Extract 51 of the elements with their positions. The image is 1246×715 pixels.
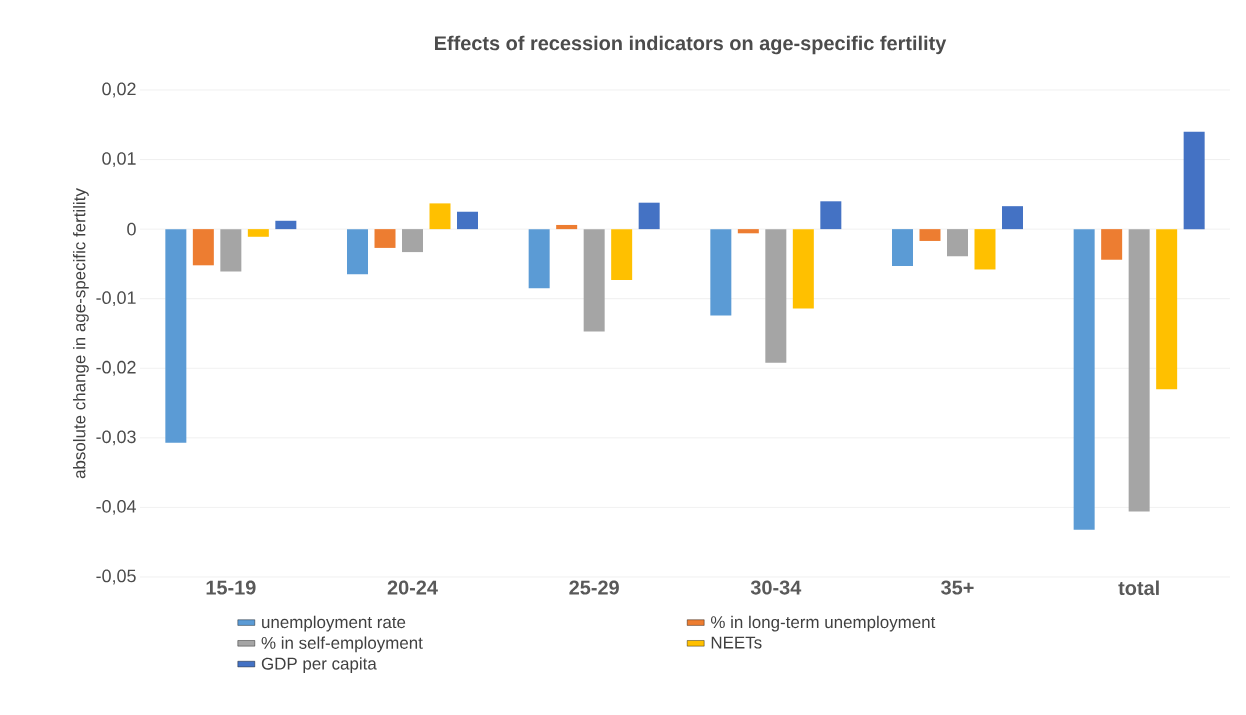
bar bbox=[737, 229, 759, 234]
bar bbox=[974, 229, 996, 270]
x-tick-label: 30-34 bbox=[750, 580, 802, 595]
bar bbox=[347, 229, 368, 275]
bar bbox=[792, 229, 814, 309]
bar bbox=[165, 229, 187, 443]
bar bbox=[556, 224, 578, 230]
bar bbox=[611, 229, 633, 280]
bar bbox=[1128, 229, 1150, 512]
y-tick-label: -0,05 bbox=[96, 569, 136, 585]
bar bbox=[528, 229, 550, 289]
bar bbox=[919, 229, 941, 241]
bar bbox=[1073, 229, 1095, 530]
x-tick-label: 25-29 bbox=[569, 580, 619, 595]
bar bbox=[192, 229, 214, 266]
bar bbox=[1183, 131, 1205, 230]
bar bbox=[583, 229, 605, 332]
bar bbox=[220, 229, 242, 272]
bar bbox=[275, 220, 297, 230]
bar bbox=[765, 229, 787, 363]
bar bbox=[891, 229, 913, 266]
x-tick-label: 20-24 bbox=[387, 580, 438, 595]
bar bbox=[1156, 229, 1178, 390]
bar bbox=[247, 229, 269, 237]
bar bbox=[638, 202, 660, 230]
bar bbox=[374, 229, 396, 248]
x-tick-label: 35+ bbox=[941, 580, 974, 595]
bar bbox=[402, 229, 423, 253]
y-tick-label: -0,01 bbox=[96, 291, 136, 307]
bar bbox=[710, 229, 732, 316]
chart-title: Effects of recession indicators on age-specific fertility bbox=[435, 35, 947, 55]
y-tick-label: 0,01 bbox=[102, 152, 136, 167]
bar bbox=[820, 201, 842, 230]
bar bbox=[429, 203, 451, 230]
legend-label: % in self-employment bbox=[261, 636, 423, 653]
y-axis-title: absolute change in age-specific fertility bbox=[72, 188, 89, 479]
y-tick-label: 0 bbox=[127, 222, 136, 236]
y-tick-label: -0,02 bbox=[96, 360, 136, 376]
y-tick-label: 0,02 bbox=[102, 82, 136, 98]
legend-label: NEETs bbox=[711, 636, 762, 649]
bar bbox=[1001, 206, 1023, 230]
legend-label: unemployment rate bbox=[262, 615, 406, 632]
x-tick-label: total bbox=[1118, 580, 1159, 596]
bar bbox=[457, 211, 478, 230]
bar bbox=[946, 229, 968, 257]
y-tick-label: -0,03 bbox=[96, 430, 136, 446]
legend-label: % in long-term unemployment bbox=[711, 615, 936, 632]
bar bbox=[1101, 229, 1123, 260]
x-tick-label: 15-19 bbox=[206, 580, 256, 595]
legend-label: GDP per capita bbox=[261, 657, 377, 673]
y-tick-label: -0,04 bbox=[96, 500, 136, 515]
